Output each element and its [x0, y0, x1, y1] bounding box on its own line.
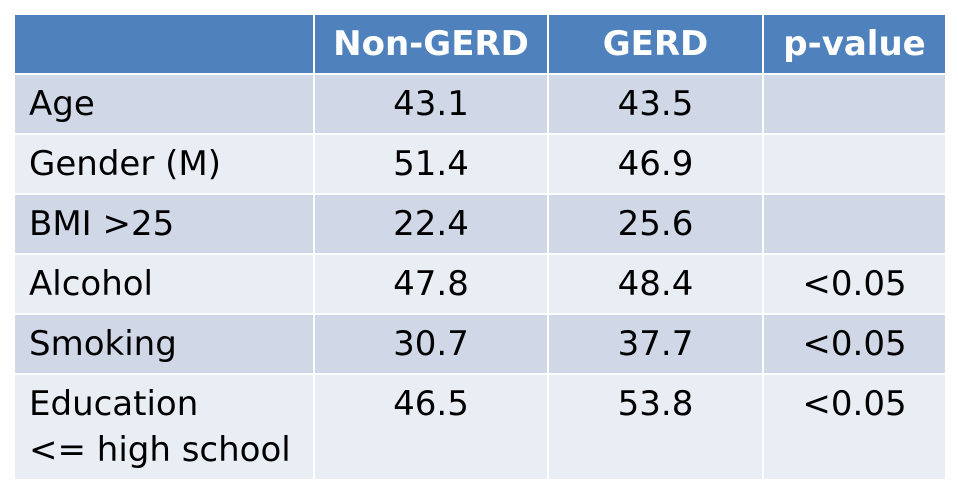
table-row: Gender (M) 51.4 46.9	[13, 133, 947, 195]
table-row: Education <= high school 46.5 53.8 <0.05	[13, 373, 947, 481]
row-label-line: Age	[29, 84, 95, 124]
header-row: Non-GERD GERD p-value	[13, 13, 947, 75]
table-container: Non-GERD GERD p-value Age 43.1 43.5 Gend…	[13, 13, 947, 481]
gerd-cell: 37.7	[547, 313, 764, 375]
row-label-line: BMI >25	[29, 204, 175, 244]
data-table: Non-GERD GERD p-value Age 43.1 43.5 Gend…	[13, 13, 947, 481]
row-label-line: Education	[29, 384, 199, 424]
header-cell-p-value: p-value	[762, 13, 947, 75]
row-label-line: <= high school	[29, 430, 291, 470]
row-label-line: Gender (M)	[29, 144, 221, 184]
p-value-cell	[762, 73, 947, 135]
header-cell-empty	[13, 13, 315, 75]
non-gerd-cell: 47.8	[313, 253, 549, 315]
row-label-line: Smoking	[29, 324, 177, 364]
non-gerd-cell: 46.5	[313, 373, 549, 481]
header-cell-gerd: GERD	[547, 13, 764, 75]
gerd-cell: 53.8	[547, 373, 764, 481]
non-gerd-cell: 43.1	[313, 73, 549, 135]
table-row: Smoking 30.7 37.7 <0.05	[13, 313, 947, 375]
row-label: Smoking	[13, 313, 315, 375]
gerd-cell: 48.4	[547, 253, 764, 315]
row-label: BMI >25	[13, 193, 315, 255]
p-value-cell	[762, 133, 947, 195]
p-value-cell: <0.05	[762, 373, 947, 481]
p-value-cell: <0.05	[762, 253, 947, 315]
p-value-cell: <0.05	[762, 313, 947, 375]
non-gerd-cell: 51.4	[313, 133, 549, 195]
row-label: Age	[13, 73, 315, 135]
non-gerd-cell: 30.7	[313, 313, 549, 375]
gerd-cell: 46.9	[547, 133, 764, 195]
row-label: Gender (M)	[13, 133, 315, 195]
table-row: Alcohol 47.8 48.4 <0.05	[13, 253, 947, 315]
table-row: BMI >25 22.4 25.6	[13, 193, 947, 255]
row-label: Alcohol	[13, 253, 315, 315]
table-row: Age 43.1 43.5	[13, 73, 947, 135]
gerd-cell: 43.5	[547, 73, 764, 135]
row-label: Education <= high school	[13, 373, 315, 481]
non-gerd-cell: 22.4	[313, 193, 549, 255]
gerd-cell: 25.6	[547, 193, 764, 255]
header-cell-non-gerd: Non-GERD	[313, 13, 549, 75]
row-label-line: Alcohol	[29, 264, 153, 304]
p-value-cell	[762, 193, 947, 255]
